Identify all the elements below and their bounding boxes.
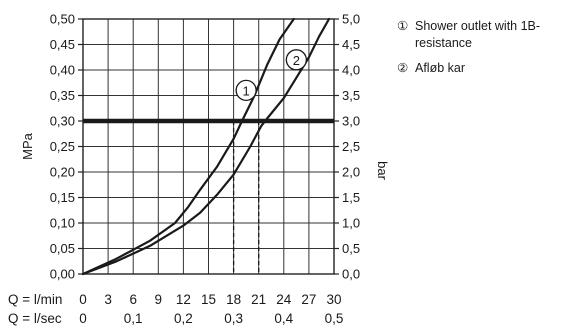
left-tick-label: 0,50 — [50, 12, 75, 27]
left-tick-label: 0,15 — [50, 190, 75, 205]
left-tick-label: 0,10 — [50, 216, 75, 231]
left-tick-label: 0,40 — [50, 63, 75, 78]
right-tick-label: 2,0 — [342, 165, 360, 180]
x-tick-label: 21 — [251, 292, 266, 307]
x-tick-label: 18 — [226, 292, 241, 307]
right-tick-label: 4,5 — [342, 37, 360, 52]
x-tick-label: 12 — [176, 292, 191, 307]
x-tick-label: 0,5 — [325, 311, 344, 326]
legend-item-1: ① Shower outlet with 1B-resistance — [397, 18, 579, 52]
legend-marker-2: ② — [397, 61, 409, 75]
x-tick-label: 30 — [326, 292, 341, 307]
legend: ① Shower outlet with 1B-resistance ② Afl… — [397, 18, 579, 85]
right-tick-label: 0,5 — [342, 241, 360, 256]
legend-label-1: Shower outlet with 1B-resistance — [415, 19, 541, 50]
right-tick-label: 5,0 — [342, 12, 360, 27]
series-marker-label-1: 1 — [243, 83, 250, 98]
left-tick-label: 0,35 — [50, 88, 75, 103]
series-line-1 — [81, 17, 295, 276]
legend-marker-1: ① — [397, 19, 409, 33]
legend-item-2: ② Afløb kar — [397, 60, 579, 77]
right-tick-label: 1,5 — [342, 190, 360, 205]
right-tick-label: 4,0 — [342, 63, 360, 78]
x-tick-label: 0,1 — [124, 311, 143, 326]
right-axis-label: bar — [375, 161, 390, 180]
x-tick-label: 0 — [79, 292, 87, 307]
x-tick-label: 24 — [276, 292, 292, 307]
series-marker-label-2: 2 — [293, 53, 300, 68]
x-tick-label: 15 — [201, 292, 216, 307]
left-tick-label: 0,05 — [50, 241, 75, 256]
series-marker-circle-1 — [235, 79, 257, 102]
legend-label-2: Afløb kar — [415, 61, 466, 75]
series-marker-circle-2 — [285, 49, 308, 71]
x-tick-label: 0,4 — [274, 311, 293, 326]
right-tick-label: 3,0 — [342, 114, 360, 129]
left-tick-label: 0,25 — [50, 139, 75, 154]
right-tick-label: 0,0 — [342, 267, 360, 282]
x-tick-label: 9 — [155, 292, 163, 307]
x-tick-label: 27 — [301, 292, 316, 307]
x-tick-label: 6 — [129, 292, 137, 307]
x-tick-label: 0,3 — [224, 311, 243, 326]
left-axis-label: MPa — [20, 132, 35, 160]
left-tick-label: 0,20 — [50, 165, 75, 180]
left-tick-label: 0,45 — [50, 37, 75, 52]
x-tick-label: 3 — [104, 292, 112, 307]
x-axis-label-1: Q = l/min — [8, 292, 62, 307]
right-tick-label: 2,5 — [342, 139, 360, 154]
right-tick-label: 3,5 — [342, 88, 360, 103]
x-tick-label: 0,2 — [174, 311, 193, 326]
x-axis-label-2: Q = l/sec — [8, 311, 62, 326]
left-tick-label: 0,00 — [50, 267, 75, 282]
right-tick-label: 1,0 — [342, 216, 360, 231]
x-tick-label: 0 — [79, 311, 87, 326]
left-tick-label: 0,30 — [50, 114, 75, 129]
